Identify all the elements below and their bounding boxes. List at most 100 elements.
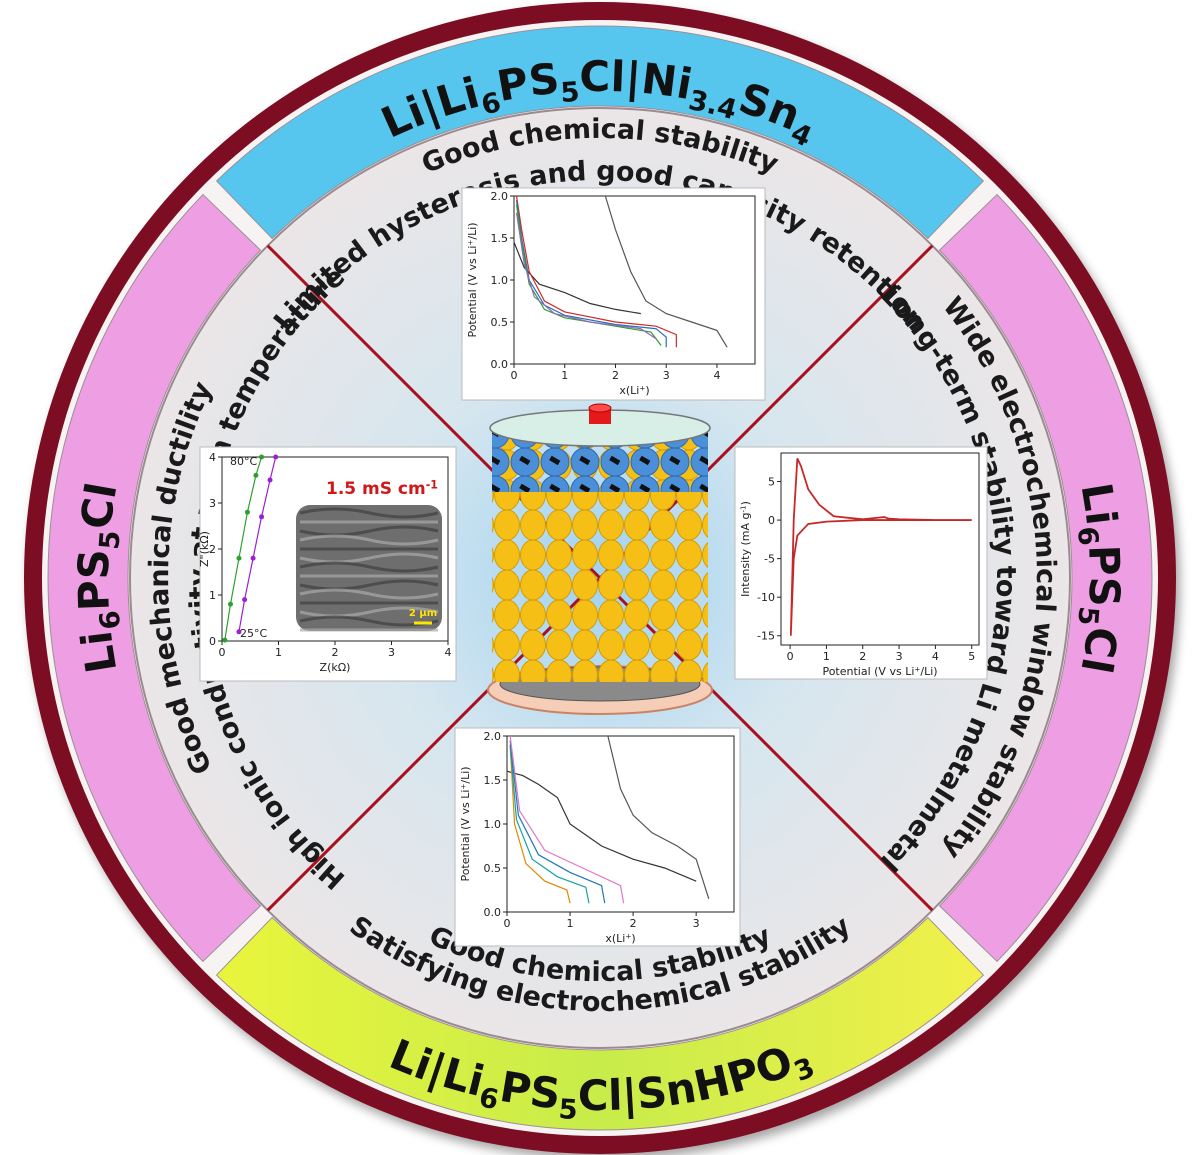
x-tick-label: 3	[388, 646, 395, 659]
x-tick-label: 2	[612, 369, 619, 382]
text-part: Cl	[71, 479, 126, 532]
text-part: Cl|Ni	[579, 52, 696, 109]
text-part: Intensity (mA g	[739, 513, 752, 597]
text-part: )	[645, 384, 649, 397]
data-line	[789, 458, 972, 636]
plot-frame	[780, 452, 980, 646]
x-tick-label: 2	[859, 650, 866, 663]
band-bottom	[215, 916, 985, 1131]
script-text: 5	[560, 77, 581, 109]
sem-texture	[299, 606, 439, 618]
x-tick-label: 1	[823, 650, 830, 663]
x-tick-label: 4	[713, 369, 720, 382]
y-tick-label: 1.0	[484, 818, 502, 831]
conductivity-label: 1.5 mS cm-1	[326, 478, 438, 499]
text-part: PS	[493, 54, 561, 111]
script-text: +	[639, 383, 645, 392]
data-line	[513, 241, 641, 315]
data-point	[222, 637, 228, 643]
cell-cylinder	[487, 403, 713, 715]
data-point	[236, 555, 242, 561]
text-part: /Li)	[466, 222, 479, 239]
x-tick-label: 3	[663, 369, 670, 382]
x-tick-label: 5	[968, 650, 975, 663]
x-tick-label: 1	[567, 917, 574, 930]
y-axis-label: Intensity (mA g-1)	[738, 501, 752, 597]
data-line	[604, 195, 728, 348]
script-text: -1	[426, 478, 438, 491]
y-tick-label: 0	[209, 635, 216, 648]
data-line	[506, 770, 697, 882]
script-text: +	[625, 931, 631, 940]
text-part: Potential (V vs Li	[459, 790, 472, 882]
x-tick-label: 4	[445, 646, 452, 659]
panel-background	[734, 446, 988, 680]
data-line	[607, 735, 710, 899]
y-tick-label: 0	[768, 514, 775, 527]
x-tick-label: 4	[932, 650, 939, 663]
y-axis-label: Z"(kΩ)	[198, 531, 211, 567]
x-tick-label: 1	[561, 369, 568, 382]
data-point	[227, 601, 233, 607]
script-text: 5	[94, 529, 126, 550]
script-text: +	[458, 784, 467, 790]
script-text: 6	[1071, 525, 1104, 547]
x-axis-label: x(Li+)	[619, 383, 649, 397]
data-point	[244, 509, 250, 515]
y-tick-label: 5	[768, 476, 775, 489]
x-tick-label: 3	[693, 917, 700, 930]
y-axis-label: Potential (V vs Li+/Li)	[458, 766, 472, 881]
chart-panel: 0 1 2 30.00.51.01.52.0x(Li+)Potential (V vs…	[454, 727, 741, 947]
data-line	[515, 195, 677, 348]
text-part: Li	[1072, 479, 1127, 527]
script-text: +	[465, 240, 474, 246]
sem-texture	[299, 588, 439, 600]
x-tick-label: 0	[511, 369, 518, 382]
x-tick-label: 0	[504, 917, 511, 930]
data-line	[509, 744, 590, 904]
text-part: x(Li	[619, 384, 639, 397]
y-tick-label: 4	[209, 451, 216, 464]
script-text: +	[914, 664, 920, 673]
data-line	[515, 212, 657, 340]
band-title: Li|Li6PS5Cl|Ni3.4Sn4	[374, 52, 816, 154]
y-tick-label: 2.0	[484, 730, 502, 743]
script-text: 5	[558, 1094, 579, 1126]
panel-background	[454, 727, 741, 947]
chart-panel: 0 1 2 3 4 0 1 2 3 4 Z(kΩ) Z"(kΩ) 2 µm 1.5 mS cm-1 80°C…	[198, 446, 457, 682]
x-tick-label: 2	[630, 917, 637, 930]
band-title-path: Li|Li6PS5Cl|Ni3.4Sn4	[374, 52, 816, 154]
text-part: x(Li	[605, 932, 625, 945]
data-point	[253, 472, 259, 478]
y-tick-label: 2	[209, 543, 216, 556]
text-part: )	[631, 932, 635, 945]
data-line	[509, 735, 625, 904]
text-part: 1.5 mS cm	[326, 479, 426, 499]
text-part: )	[739, 501, 752, 505]
x-tick-label: 3	[896, 650, 903, 663]
text-part: PS	[497, 1062, 563, 1119]
x-tick-label: 2	[332, 646, 339, 659]
x-tick-label: 0	[219, 646, 226, 659]
sem-texture	[299, 534, 439, 546]
panels: 0 1 2 3 40.00.51.01.52.0x(Li+)Potential (V v…	[198, 187, 988, 947]
y-tick-label: 2.0	[491, 190, 509, 203]
x-tick-label: 1	[275, 646, 282, 659]
text-part: Cl	[1071, 624, 1126, 677]
band-right	[938, 193, 1153, 963]
text-part: Li	[72, 628, 126, 676]
x-tick-label: 0	[787, 650, 794, 663]
y-tick-label: 0.5	[491, 316, 509, 329]
y-tick-label: 0.0	[491, 358, 509, 371]
data-line	[238, 456, 277, 632]
y-tick-label: 1.5	[491, 232, 509, 245]
text-part: Potential (V vs Li	[822, 665, 914, 678]
temperature-label: 25°C	[240, 627, 267, 640]
y-tick-label: -10	[757, 591, 775, 604]
text-part: /Li)	[920, 665, 937, 678]
y-tick-label: 0.5	[484, 862, 502, 875]
script-text: 6	[95, 609, 128, 631]
y-axis-label: Potential (V vs Li+/Li)	[465, 222, 479, 337]
data-point	[259, 514, 265, 520]
